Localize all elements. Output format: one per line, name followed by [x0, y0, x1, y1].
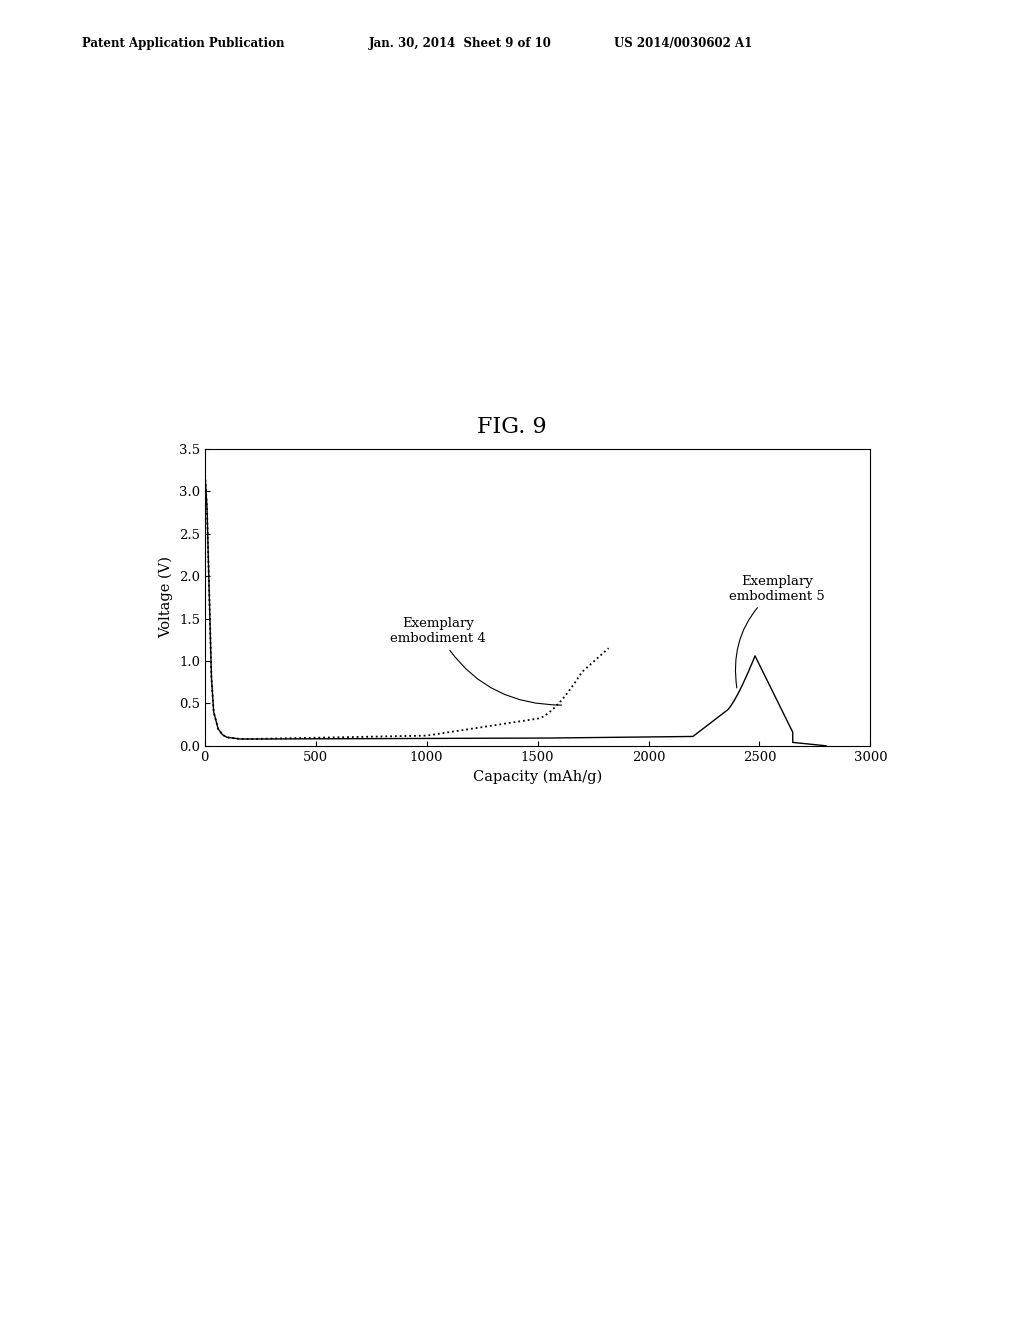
Text: Patent Application Publication: Patent Application Publication [82, 37, 285, 50]
X-axis label: Capacity (mAh/g): Capacity (mAh/g) [473, 770, 602, 784]
Text: FIG. 9: FIG. 9 [477, 416, 547, 438]
Text: Exemplary
embodiment 5: Exemplary embodiment 5 [729, 574, 825, 688]
Text: US 2014/0030602 A1: US 2014/0030602 A1 [614, 37, 753, 50]
Text: Exemplary
embodiment 4: Exemplary embodiment 4 [390, 618, 561, 705]
Text: Jan. 30, 2014  Sheet 9 of 10: Jan. 30, 2014 Sheet 9 of 10 [369, 37, 552, 50]
Y-axis label: Voltage (V): Voltage (V) [159, 556, 173, 639]
